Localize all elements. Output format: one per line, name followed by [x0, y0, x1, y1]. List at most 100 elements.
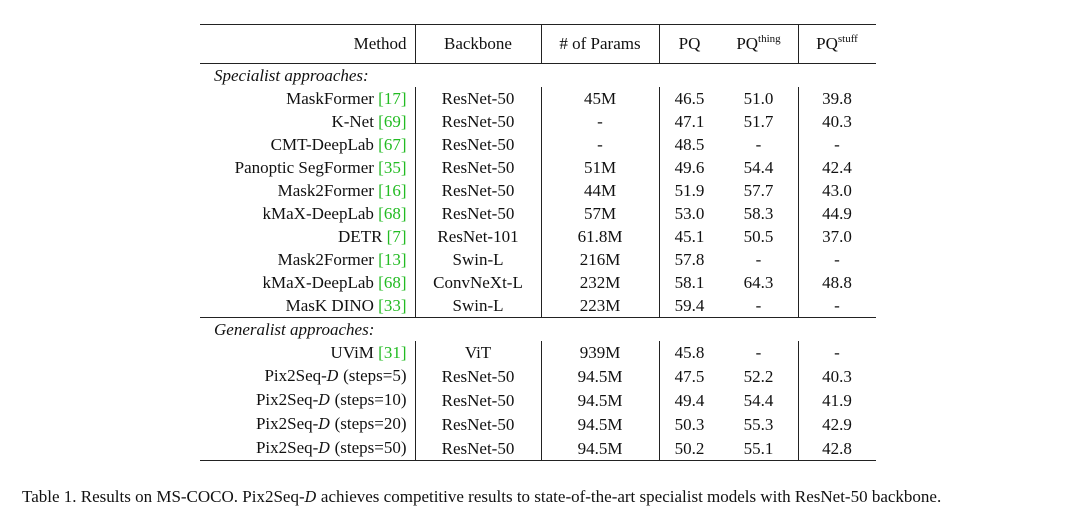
cell-params: 94.5M: [540, 412, 659, 436]
cell-pq: 50.2: [658, 436, 720, 461]
method-name: K-Net: [331, 112, 374, 131]
citation-link[interactable]: [68]: [378, 273, 407, 292]
citation-link[interactable]: [67]: [378, 135, 407, 154]
cell-backbone: ViT: [414, 341, 541, 364]
cell-pq-stuff: -: [797, 294, 876, 318]
caption-part2: achieves competitive results to state-of…: [316, 487, 942, 506]
cell-pq-thing: 51.0: [743, 89, 774, 108]
cell-params: 44M: [540, 179, 659, 202]
method-name: Mask2Former: [277, 181, 374, 200]
method-name: DETR: [338, 227, 383, 246]
cell-pq-stuff: -: [797, 248, 876, 271]
table-row: MasK DINO [33] Swin-L 223M 59.4- -: [200, 294, 876, 318]
cell-method: Pix2Seq-D (steps=5): [200, 364, 415, 388]
section-label-generalist: Generalist approaches:: [200, 317, 876, 341]
table-row: DETR [7] ResNet-101 61.8M 45.1 50.5 37.0: [200, 225, 876, 248]
cell-backbone: ResNet-50: [414, 412, 541, 436]
cell-params: -: [540, 110, 659, 133]
cell-params: 232M: [540, 271, 659, 294]
header-pq: PQ: [658, 24, 720, 64]
table-row: Mask2Former [16] ResNet-50 44M 51.9 57.7 43.0: [200, 179, 876, 202]
header-pq-thing: PQthing: [719, 24, 798, 64]
cell-backbone: ResNet-50: [414, 110, 541, 133]
cell-pq-stuff: 44.9: [797, 202, 876, 225]
cell-pq: 50.3: [658, 412, 720, 436]
table-row: Mask2Former [13] Swin-L 216M 57.8- -: [200, 248, 876, 271]
results-table: Method Backbone # of Params PQ PQthing P…: [200, 24, 876, 461]
cell-pq-thing: 52.2: [743, 366, 774, 386]
cell-pq: 51.9: [658, 179, 720, 202]
method-name: Pix2Seq-: [264, 366, 327, 385]
method-name: Mask2Former: [277, 250, 374, 269]
table-row: kMaX-DeepLab [68] ConvNeXt-L 232M 58.1 64.3 4…: [200, 271, 876, 294]
citation-link[interactable]: [33]: [378, 296, 407, 315]
section-label-specialist: Specialist approaches:: [214, 66, 369, 85]
table-row: Pix2Seq-D (steps=50) ResNet-50 94.5M 50.2 55…: [200, 436, 876, 461]
citation-link[interactable]: [7]: [386, 227, 407, 246]
caption-calligraphic-d: D: [304, 488, 317, 506]
cell-method: CMT-DeepLab [67]: [200, 133, 415, 156]
cell-pq: 59.4: [658, 294, 720, 318]
method-suffix: (steps=5): [338, 366, 407, 385]
cell-params: 45M: [540, 87, 659, 110]
cell-backbone: ResNet-50: [414, 364, 541, 388]
citation-link[interactable]: [31]: [378, 343, 407, 362]
method-suffix: (steps=20): [330, 414, 407, 433]
cell-pq: 47.5: [658, 364, 720, 388]
cell-method: kMaX-DeepLab [68]: [200, 202, 415, 225]
table-row: CMT-DeepLab [67] ResNet-50-48.5- -: [200, 133, 876, 156]
cell-pq-stuff: 43.0: [797, 179, 876, 202]
citation-link[interactable]: [69]: [378, 112, 407, 131]
cell-params: 223M: [540, 294, 659, 318]
results-table-container: Method Backbone # of Params PQ PQthing P…: [200, 24, 876, 461]
cell-backbone: ResNet-101: [414, 225, 541, 248]
citation-link[interactable]: [35]: [378, 158, 407, 177]
cell-backbone: ResNet-50: [414, 388, 541, 412]
table-body: Specialist approaches: MaskFormer [17] Res…: [200, 64, 876, 461]
cell-backbone: Swin-L: [414, 248, 541, 271]
section-row-generalist: Generalist approaches:: [200, 317, 876, 341]
cell-method: Mask2Former [13]: [200, 248, 415, 271]
citation-link[interactable]: [13]: [378, 250, 407, 269]
cell-pq: 49.4: [658, 388, 720, 412]
cell-params: 51M: [540, 156, 659, 179]
citation-link[interactable]: [17]: [378, 89, 407, 108]
method-calligraphic-d: D: [318, 439, 331, 457]
cell-pq-stuff: 40.3: [797, 110, 876, 133]
cell-pq-stuff: 40.3: [797, 364, 876, 388]
table-row: kMaX-DeepLab [68] ResNet-50 57M 53.0 58.3 44.…: [200, 202, 876, 225]
cell-pq-thing: 54.4: [743, 158, 774, 177]
method-name: CMT-DeepLab: [270, 135, 374, 154]
cell-pq-stuff: 37.0: [797, 225, 876, 248]
cell-pq: 45.1: [658, 225, 720, 248]
cell-pq-thing: -: [755, 250, 762, 269]
cell-pq: 58.1: [658, 271, 720, 294]
cell-backbone: Swin-L: [414, 294, 541, 318]
cell-method: Pix2Seq-D (steps=50): [200, 436, 415, 461]
method-suffix: (steps=50): [330, 438, 407, 457]
citation-link[interactable]: [16]: [378, 181, 407, 200]
cell-pq: 45.8: [658, 341, 720, 364]
table-header-row: Method Backbone # of Params PQ PQthing P…: [200, 24, 876, 64]
cell-method: MaskFormer [17]: [200, 87, 415, 110]
table-row: Pix2Seq-D (steps=10) ResNet-50 94.5M 49.4 54…: [200, 388, 876, 412]
cell-pq-stuff: 42.4: [797, 156, 876, 179]
cell-backbone: ResNet-50: [414, 156, 541, 179]
header-method: Method: [200, 24, 415, 64]
cell-pq-stuff: 41.9: [797, 388, 876, 412]
cell-params: 216M: [540, 248, 659, 271]
method-calligraphic-d: D: [318, 415, 331, 433]
cell-method: DETR [7]: [200, 225, 415, 248]
cell-params: 94.5M: [540, 364, 659, 388]
header-params: # of Params: [540, 24, 659, 64]
header-pq-thing-sup: thing: [758, 33, 781, 45]
table-row: K-Net [69] ResNet-50-47.1 51.7 40.3: [200, 110, 876, 133]
cell-backbone: ResNet-50: [414, 202, 541, 225]
cell-pq-thing: 55.1: [719, 436, 798, 461]
citation-link[interactable]: [68]: [378, 204, 407, 223]
cell-pq-stuff: 39.8: [797, 87, 876, 110]
section-row-specialist: Specialist approaches:: [200, 64, 876, 88]
cell-backbone: ResNet-50: [414, 133, 541, 156]
method-name: Pix2Seq-: [255, 438, 319, 457]
cell-method: Panoptic SegFormer [35]: [200, 156, 415, 179]
